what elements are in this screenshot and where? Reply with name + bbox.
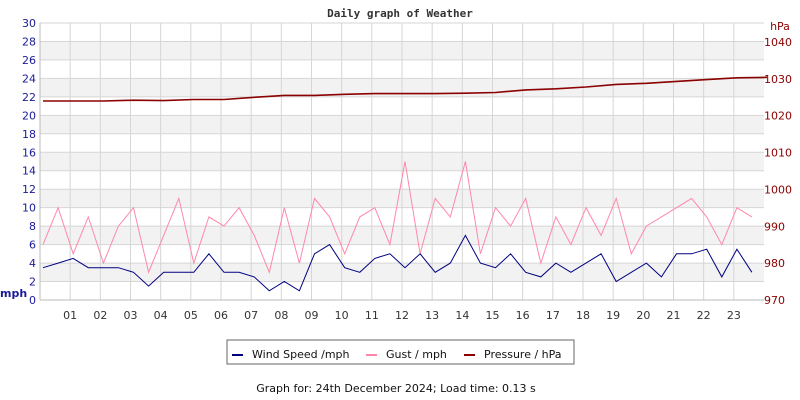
x-tick-label: 10: [335, 309, 349, 322]
footer-text: Graph for: 24th December 2024; Load time…: [256, 382, 536, 395]
right-tick-label: 990: [764, 220, 785, 233]
legend: Wind Speed /mph Gust / mph Pressure / hP…: [226, 339, 575, 365]
x-tick-label: 05: [184, 309, 198, 322]
x-tick-label: 20: [636, 309, 650, 322]
right-tick-label: 970: [764, 294, 785, 307]
left-tick-label: 4: [29, 257, 36, 270]
left-tick-label: 26: [22, 54, 36, 67]
x-tick-label: 09: [305, 309, 319, 322]
x-tick-label: 18: [576, 309, 590, 322]
x-tick-label: 03: [124, 309, 138, 322]
left-tick-label: 6: [29, 239, 36, 252]
right-tick-label: 1010: [764, 147, 792, 160]
left-tick-label: 12: [22, 183, 36, 196]
right-axis-label: hPa: [770, 20, 790, 33]
legend-gust: Gust / mph: [386, 348, 447, 361]
x-tick-label: 07: [244, 309, 258, 322]
x-tick-label: 13: [425, 309, 439, 322]
x-tick-label: 14: [455, 309, 469, 322]
left-tick-label: 2: [29, 276, 36, 289]
x-tick-label: 02: [93, 309, 107, 322]
x-tick-label: 16: [516, 309, 530, 322]
x-tick-label: 11: [365, 309, 379, 322]
x-tick-label: 08: [274, 309, 288, 322]
x-tick-label: 01: [63, 309, 77, 322]
right-tick-label: 980: [764, 257, 785, 270]
left-tick-label: 10: [22, 202, 36, 215]
left-tick-label: 28: [22, 35, 36, 48]
left-tick-label: 16: [22, 146, 36, 159]
right-tick-label: 1040: [764, 36, 792, 49]
x-tick-label: 17: [546, 309, 560, 322]
legend-pressure: Pressure / hPa: [484, 348, 562, 361]
series-line-gust: [42, 161, 753, 274]
left-tick-label: 20: [22, 109, 36, 122]
x-tick-label: 15: [486, 309, 500, 322]
right-tick-label: 1020: [764, 110, 792, 123]
chart-title: Daily graph of Weather: [327, 7, 473, 20]
left-tick-label: 0: [29, 294, 36, 307]
left-tick-label: 22: [22, 91, 36, 104]
left-tick-label: 30: [22, 17, 36, 30]
legend-wind: Wind Speed /mph: [252, 348, 350, 361]
left-tick-label: 8: [29, 220, 36, 233]
x-tick-label: 22: [697, 309, 711, 322]
right-tick-label: 1000: [764, 183, 792, 196]
right-tick-label: 1030: [764, 73, 792, 86]
x-tick-label: 19: [606, 309, 620, 322]
x-tick-label: 06: [214, 309, 228, 322]
x-tick-label: 04: [154, 309, 168, 322]
series-line-wind: [42, 234, 753, 292]
x-tick-label: 12: [395, 309, 409, 322]
left-tick-label: 24: [22, 72, 36, 85]
x-tick-label: 21: [667, 309, 681, 322]
series-line-pressure: [43, 76, 768, 102]
left-axis-label: mph: [0, 287, 27, 300]
x-tick-label: 23: [727, 309, 741, 322]
left-tick-label: 14: [22, 165, 36, 178]
left-tick-label: 18: [22, 128, 36, 141]
